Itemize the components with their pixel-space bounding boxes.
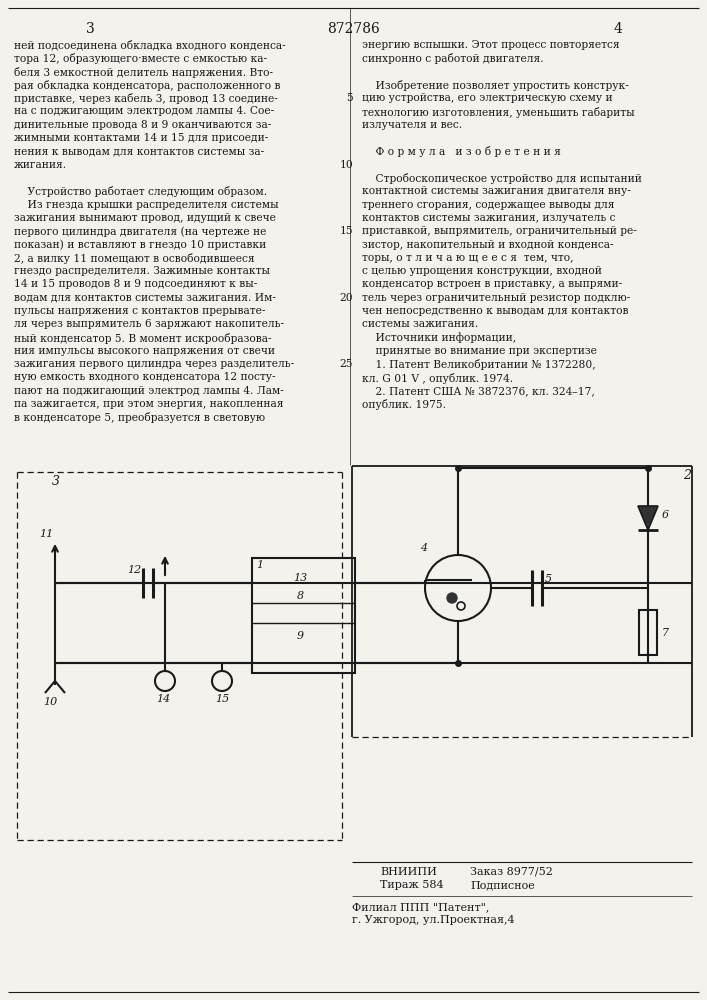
Text: опублик. 1975.: опублик. 1975. xyxy=(362,399,446,410)
Text: ВНИИПИ: ВНИИПИ xyxy=(380,867,437,877)
Text: тель через ограничительный резистор подклю-: тель через ограничительный резистор подк… xyxy=(362,293,631,303)
Text: первого цилиндра двигателя (на чертеже не: первого цилиндра двигателя (на чертеже н… xyxy=(14,226,267,237)
Text: Стробоскопическое устройство для испытаний: Стробоскопическое устройство для испытан… xyxy=(362,173,642,184)
Text: Тираж 584: Тираж 584 xyxy=(380,880,443,890)
Text: контактной системы зажигания двигателя вну-: контактной системы зажигания двигателя в… xyxy=(362,186,631,196)
Text: 9: 9 xyxy=(296,631,303,641)
Text: 6: 6 xyxy=(662,510,669,520)
Text: 13: 13 xyxy=(293,573,307,583)
Text: в конденсаторе 5, преобразуется в световую: в конденсаторе 5, преобразуется в светов… xyxy=(14,412,265,423)
Text: торы, о т л и ч а ю щ е е с я  тем, что,: торы, о т л и ч а ю щ е е с я тем, что, xyxy=(362,253,573,263)
Text: 14 и 15 проводов 8 и 9 подсоединяют к вы-: 14 и 15 проводов 8 и 9 подсоединяют к вы… xyxy=(14,279,257,289)
Text: 4: 4 xyxy=(614,22,622,36)
Text: контактов системы зажигания, излучатель с: контактов системы зажигания, излучатель … xyxy=(362,213,616,223)
Text: 4: 4 xyxy=(420,543,427,553)
Text: с целью упрощения конструкции, входной: с целью упрощения конструкции, входной xyxy=(362,266,602,276)
Text: Филиал ППП "Патент",: Филиал ППП "Патент", xyxy=(352,902,489,912)
Text: ния импульсы высокого напряжения от свечи: ния импульсы высокого напряжения от свеч… xyxy=(14,346,275,356)
Text: пают на поджигающий электрод лампы 4. Лам-: пают на поджигающий электрод лампы 4. Ла… xyxy=(14,386,284,396)
Text: ный конденсатор 5. В момент искрообразова-: ный конденсатор 5. В момент искрообразов… xyxy=(14,333,271,344)
Text: Устройство работает следующим образом.: Устройство работает следующим образом. xyxy=(14,186,267,197)
Text: принятые во внимание при экспертизе: принятые во внимание при экспертизе xyxy=(362,346,597,356)
Text: зажигания первого цилиндра через разделитель-: зажигания первого цилиндра через раздели… xyxy=(14,359,294,369)
Text: 8: 8 xyxy=(296,591,303,601)
Text: па зажигается, при этом энергия, накопленная: па зажигается, при этом энергия, накопле… xyxy=(14,399,284,409)
Text: 15: 15 xyxy=(339,226,353,236)
Text: рая обкладка конденсатора, расположенного в: рая обкладка конденсатора, расположенног… xyxy=(14,80,281,91)
Text: треннего сгорания, содержащее выводы для: треннего сгорания, содержащее выводы для xyxy=(362,200,614,210)
Text: водам для контактов системы зажигания. Им-: водам для контактов системы зажигания. И… xyxy=(14,293,276,303)
Text: Заказ 8977/52: Заказ 8977/52 xyxy=(470,867,553,877)
Text: 7: 7 xyxy=(662,629,669,639)
Text: 3: 3 xyxy=(86,22,94,36)
Text: приставке, через кабель 3, провод 13 соедине-: приставке, через кабель 3, провод 13 сое… xyxy=(14,93,278,104)
Text: тора 12, образующего·вместе с емкостью ка-: тора 12, образующего·вместе с емкостью к… xyxy=(14,53,267,64)
Text: 10: 10 xyxy=(43,697,57,707)
Polygon shape xyxy=(638,506,658,530)
Text: Из гнезда крышки распределителя системы: Из гнезда крышки распределителя системы xyxy=(14,200,279,210)
Text: жигания.: жигания. xyxy=(14,160,67,170)
Text: г. Ужгород, ул.Проектная,4: г. Ужгород, ул.Проектная,4 xyxy=(352,915,515,925)
Text: показан) и вставляют в гнездо 10 приставки: показан) и вставляют в гнездо 10 пристав… xyxy=(14,239,267,250)
Text: кл. G 01 V , опублик. 1974.: кл. G 01 V , опублик. 1974. xyxy=(362,372,513,383)
Text: 15: 15 xyxy=(215,694,229,704)
Text: Изобретение позволяет упростить конструк-: Изобретение позволяет упростить конструк… xyxy=(362,80,629,91)
Text: 14: 14 xyxy=(156,694,170,704)
Text: синхронно с работой двигателя.: синхронно с работой двигателя. xyxy=(362,53,544,64)
Text: излучателя и вес.: излучателя и вес. xyxy=(362,120,462,130)
Text: системы зажигания.: системы зажигания. xyxy=(362,319,478,329)
Text: динительные провода 8 и 9 оканчиваются за-: динительные провода 8 и 9 оканчиваются з… xyxy=(14,120,271,130)
Text: беля 3 емкостной делитель напряжения. Вто-: беля 3 емкостной делитель напряжения. Вт… xyxy=(14,67,273,78)
Text: 3: 3 xyxy=(52,475,60,488)
Text: конденсатор встроен в приставку, а выпрями-: конденсатор встроен в приставку, а выпря… xyxy=(362,279,622,289)
Text: ля через выпрямитель 6 заряжают накопитель-: ля через выпрямитель 6 заряжают накопите… xyxy=(14,319,284,329)
Text: приставкой, выпрямитель, ограничительный ре-: приставкой, выпрямитель, ограничительный… xyxy=(362,226,637,236)
Text: 25: 25 xyxy=(339,359,353,369)
Text: Ф о р м у л а   и з о б р е т е н и я: Ф о р м у л а и з о б р е т е н и я xyxy=(362,146,561,157)
Text: 12: 12 xyxy=(127,565,141,575)
Text: 2, а вилку 11 помещают в освободившееся: 2, а вилку 11 помещают в освободившееся xyxy=(14,253,255,264)
Circle shape xyxy=(447,593,457,603)
Text: цию устройства, его электрическую схему и: цию устройства, его электрическую схему … xyxy=(362,93,613,103)
Text: технологию изготовления, уменьшить габариты: технологию изготовления, уменьшить габар… xyxy=(362,106,635,117)
Text: зистор, накопительный и входной конденса-: зистор, накопительный и входной конденса… xyxy=(362,239,614,249)
Bar xyxy=(252,558,355,673)
Text: 1. Патент Великобритании № 1372280,: 1. Патент Великобритании № 1372280, xyxy=(362,359,595,370)
Text: 20: 20 xyxy=(339,293,353,303)
Text: на с поджигающим электродом лампы 4. Сое-: на с поджигающим электродом лампы 4. Сое… xyxy=(14,106,274,116)
Text: 2. Патент США № 3872376, кл. 324–17,: 2. Патент США № 3872376, кл. 324–17, xyxy=(362,386,595,396)
Text: 10: 10 xyxy=(339,160,353,170)
Text: гнездо распределителя. Зажимные контакты: гнездо распределителя. Зажимные контакты xyxy=(14,266,270,276)
Text: энергию вспышки. Этот процесс повторяется: энергию вспышки. Этот процесс повторяетс… xyxy=(362,40,619,50)
Text: 1: 1 xyxy=(256,560,263,570)
Bar xyxy=(639,610,657,655)
Text: 11: 11 xyxy=(39,529,53,539)
Text: ней подсоединена обкладка входного конденса-: ней подсоединена обкладка входного конде… xyxy=(14,40,286,51)
Text: Источники информации,: Источники информации, xyxy=(362,333,516,343)
Text: 2: 2 xyxy=(683,469,691,482)
Text: зажигания вынимают провод, идущий к свече: зажигания вынимают провод, идущий к свеч… xyxy=(14,213,276,223)
Text: чен непосредственно к выводам для контактов: чен непосредственно к выводам для контак… xyxy=(362,306,629,316)
Text: Подписное: Подписное xyxy=(470,880,534,890)
Text: пульсы напряжения с контактов прерывате-: пульсы напряжения с контактов прерывате- xyxy=(14,306,266,316)
Text: ную емкость входного конденсатора 12 посту-: ную емкость входного конденсатора 12 пос… xyxy=(14,372,276,382)
Text: нения к выводам для контактов системы за-: нения к выводам для контактов системы за… xyxy=(14,146,264,156)
Text: жимными контактами 14 и 15 для присоеди-: жимными контактами 14 и 15 для присоеди- xyxy=(14,133,269,143)
Text: 5: 5 xyxy=(346,93,353,103)
Text: 5: 5 xyxy=(545,574,552,584)
Text: 872786: 872786 xyxy=(327,22,380,36)
